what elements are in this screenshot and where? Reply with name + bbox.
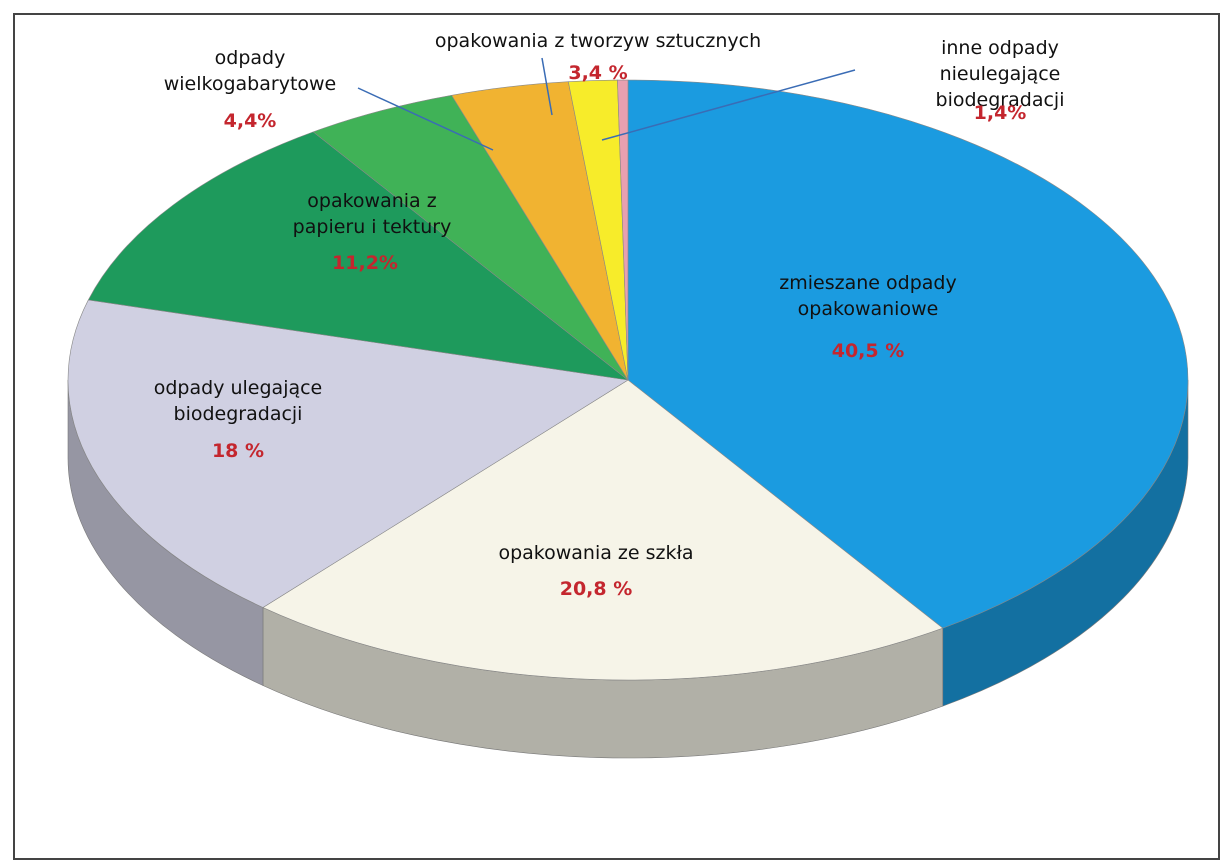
category-label: odpady wielkogabarytowe — [163, 47, 337, 95]
leader-line — [601, 69, 856, 141]
value-label: 20,8 % — [559, 578, 633, 600]
slice — [617, 79, 629, 381]
category-label: opakowania ze szkła — [498, 542, 694, 564]
category-label: zmieszane odpady opakowaniowe — [779, 272, 957, 320]
value-label: 18 % — [211, 440, 265, 462]
value-label: 40,5 % — [831, 340, 905, 362]
slice — [87, 131, 630, 381]
value-label: 4,4% — [223, 110, 277, 132]
value-label: 1,4% — [973, 102, 1027, 124]
slice — [627, 79, 1189, 629]
leader-line — [357, 87, 494, 151]
slice — [67, 299, 629, 608]
leader-line — [541, 57, 553, 116]
frame — [13, 13, 1220, 860]
value-label: 3,4 % — [568, 62, 628, 84]
category-label: odpady ulegające biodegradacji — [153, 377, 323, 425]
category-label: opakowania z tworzyw sztucznych — [434, 30, 762, 52]
slice — [262, 379, 944, 681]
category-label: inne odpady nieulegające biodegradacji — [935, 37, 1065, 111]
value-label: 11,2% — [332, 252, 398, 274]
category-label: opakowania z papieru i tektury — [292, 190, 452, 238]
